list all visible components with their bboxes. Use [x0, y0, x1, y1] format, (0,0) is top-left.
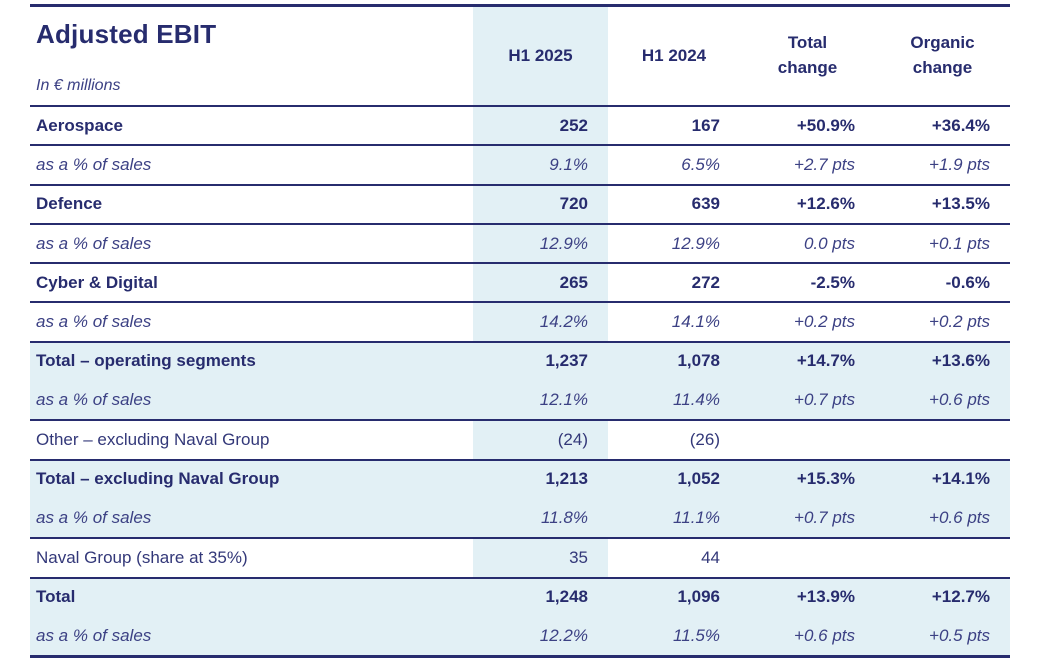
cell-h1-2025: 1,248 [473, 578, 608, 616]
cell-organic-change: +13.6% [931, 351, 990, 371]
cell-total-change: +0.6 pts [794, 625, 855, 645]
row-label: Defence [36, 194, 103, 214]
cell-h1-2025: 720 [473, 185, 608, 223]
cell-h1-2024: 11.5% [673, 625, 720, 645]
row-label: as a % of sales [36, 154, 152, 174]
table-row: Naval Group (share at 35%) 35 44 [30, 537, 1010, 577]
cell-organic-change: +0.2 pts [929, 312, 990, 332]
cell-h1-2024: 1,052 [677, 469, 720, 489]
cell-total-change: +13.9% [796, 587, 855, 607]
table-row: as a % of sales 9.1% 6.5% +2.7 pts +1.9 … [30, 144, 1010, 184]
cell-organic-change: -0.6% [945, 272, 990, 292]
row-label: Total [36, 587, 76, 607]
cell-h1-2025: 12.2% [473, 615, 608, 656]
row-label: Total – excluding Naval Group [36, 469, 280, 489]
table-row: as a % of sales 12.9% 12.9% 0.0 pts +0.1… [30, 222, 1010, 263]
column-header-h1-2025: H1 2025 [473, 7, 608, 105]
cell-organic-change: +0.6 pts [929, 507, 990, 527]
cell-h1-2024: 639 [691, 194, 720, 214]
table-body: Aerospace 252 167 +50.9% +36.4% as a % o… [30, 105, 1010, 656]
table-row: Total – operating segments 1,237 1,078 +… [30, 340, 1010, 381]
cell-total-change: +15.3% [796, 469, 855, 489]
column-header-h1-2024: H1 2024 [608, 7, 740, 105]
cell-total-change: +50.9% [796, 115, 855, 135]
cell-h1-2025: 12.9% [473, 224, 608, 263]
column-header-organic-change: Organic change [875, 7, 1010, 105]
cell-h1-2025: 265 [473, 264, 608, 302]
cell-organic-change: +36.4% [931, 115, 990, 135]
page-subtitle: In € millions [36, 77, 121, 94]
table-row: as a % of sales 11.8% 11.1% +0.7 pts +0.… [30, 497, 1010, 538]
adjusted-ebit-table: Adjusted EBIT In € millions H1 2025 H1 2… [30, 4, 1010, 659]
cell-h1-2024: 12.9% [671, 233, 720, 253]
table-row: as a % of sales 12.2% 11.5% +0.6 pts +0.… [30, 615, 1010, 656]
cell-h1-2024: 6.5% [681, 154, 720, 174]
cell-h1-2024: 44 [701, 547, 720, 567]
column-header-label: H1 2025 [508, 45, 573, 65]
cell-total-change: +0.7 pts [794, 389, 855, 409]
table-row: Aerospace 252 167 +50.9% +36.4% [30, 105, 1010, 145]
cell-h1-2025: 11.8% [473, 497, 608, 538]
cell-organic-change: +13.5% [931, 194, 990, 214]
cell-h1-2024: 11.1% [673, 507, 720, 527]
column-header-total-change: Total change [740, 7, 875, 105]
cell-h1-2025: 1,237 [473, 342, 608, 381]
cell-h1-2024: 11.4% [673, 389, 720, 409]
cell-h1-2025: 35 [473, 539, 608, 577]
table-row: as a % of sales 14.2% 14.1% +0.2 pts +0.… [30, 301, 1010, 341]
table-row: as a % of sales 12.1% 11.4% +0.7 pts +0.… [30, 380, 1010, 420]
cell-h1-2024: 14.1% [671, 312, 720, 332]
cell-organic-change: +12.7% [931, 587, 990, 607]
cell-organic-change: +0.1 pts [929, 233, 990, 253]
row-label: Cyber & Digital [36, 272, 158, 292]
row-label: as a % of sales [36, 507, 152, 527]
cell-organic-change: +0.6 pts [929, 389, 990, 409]
cell-organic-change: +14.1% [931, 469, 990, 489]
row-label: as a % of sales [36, 312, 152, 332]
row-label: Total – operating segments [36, 351, 256, 371]
column-header-label: H1 2024 [641, 45, 707, 65]
cell-organic-change [875, 421, 1010, 458]
table-header-row: Adjusted EBIT In € millions H1 2025 H1 2… [30, 7, 1010, 105]
cell-h1-2024: 167 [691, 115, 720, 135]
cell-total-change: +2.7 pts [794, 154, 855, 174]
cell-total-change: +0.2 pts [794, 312, 855, 332]
cell-organic-change [875, 539, 1010, 576]
cell-total-change: 0.0 pts [803, 233, 855, 253]
page-title: Adjusted EBIT [36, 19, 217, 49]
row-label: as a % of sales [36, 389, 152, 409]
cell-h1-2024: (26) [689, 430, 720, 450]
table-row: Total – excluding Naval Group 1,213 1,05… [30, 458, 1010, 498]
cell-organic-change: +0.5 pts [929, 625, 990, 645]
cell-h1-2024: 1,096 [677, 587, 720, 607]
row-label: as a % of sales [36, 625, 152, 645]
cell-h1-2024: 1,078 [677, 351, 720, 371]
cell-h1-2025: 12.1% [473, 380, 608, 420]
table-row: Other – excluding Naval Group (24) (26) [30, 419, 1010, 459]
cell-total-change: +12.6% [796, 194, 855, 214]
cell-total-change [740, 539, 875, 576]
cell-total-change: +14.7% [796, 351, 855, 371]
column-header-label: Organic change [910, 33, 975, 77]
cell-h1-2024: 272 [691, 272, 720, 292]
cell-h1-2025: (24) [473, 421, 608, 459]
row-label: Naval Group (share at 35%) [36, 547, 248, 567]
cell-total-change: -2.5% [810, 272, 855, 292]
cell-h1-2025: 252 [473, 107, 608, 145]
cell-organic-change: +1.9 pts [929, 154, 990, 174]
cell-h1-2025: 1,213 [473, 460, 608, 498]
cell-total-change: +0.7 pts [794, 507, 855, 527]
table-row: Total 1,248 1,096 +13.9% +12.7% [30, 576, 1010, 616]
row-label: as a % of sales [36, 233, 152, 253]
row-label: Aerospace [36, 115, 123, 135]
cell-total-change [740, 421, 875, 458]
column-header-label: Total change [777, 33, 838, 77]
row-label: Other – excluding Naval Group [36, 430, 270, 450]
cell-h1-2025: 14.2% [473, 303, 608, 341]
cell-h1-2025: 9.1% [473, 146, 608, 184]
table-title-cell: Adjusted EBIT In € millions [30, 7, 473, 105]
table-row: Defence 720 639 +12.6% +13.5% [30, 183, 1010, 223]
table-row: Cyber & Digital 265 272 -2.5% -0.6% [30, 262, 1010, 302]
